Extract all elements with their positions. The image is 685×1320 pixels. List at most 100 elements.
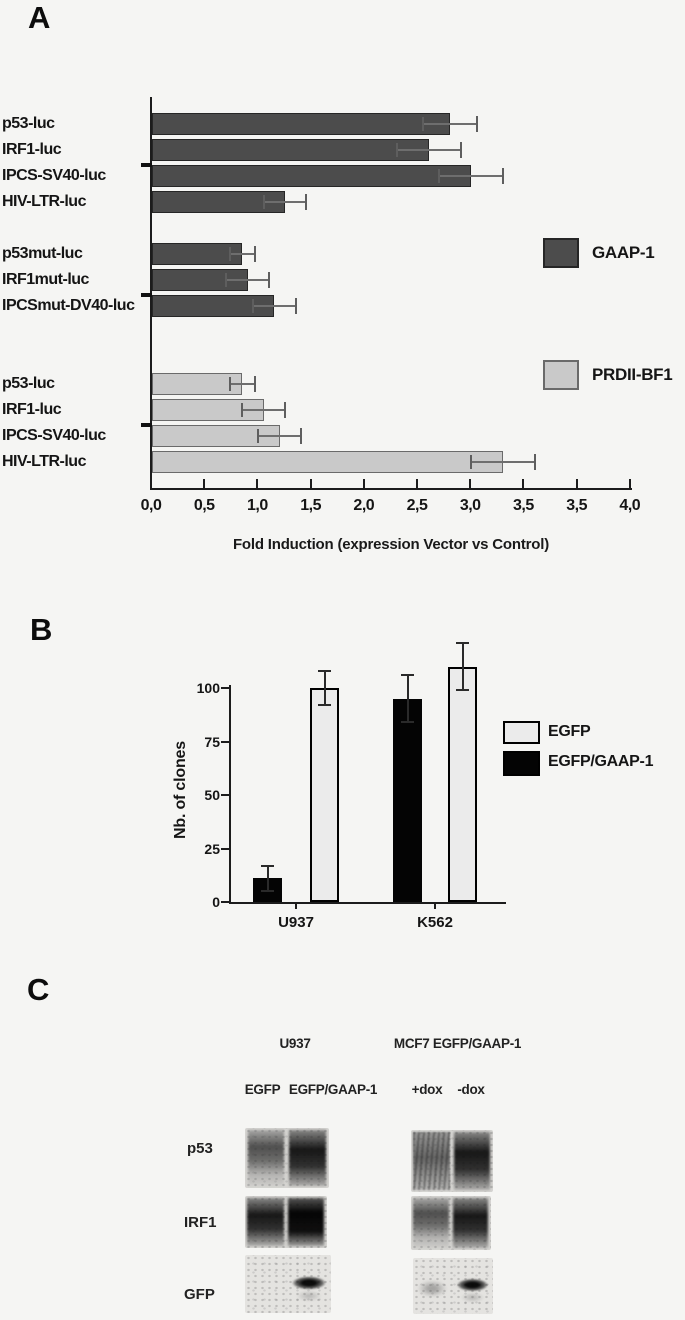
a-error-bar xyxy=(439,175,504,177)
a-error-cap xyxy=(284,402,286,418)
a-x-tick-label: 4,0 xyxy=(619,497,641,514)
blot-group-title-u937: U937 xyxy=(279,1036,311,1051)
a-bar-label: IPCSmut-DV40-luc xyxy=(2,297,135,314)
a-x-tick xyxy=(150,479,152,488)
blot-lane-IRF1-egfp-gaap-1 xyxy=(287,1197,324,1247)
a-x-tick xyxy=(628,479,631,488)
a-error-cap xyxy=(228,247,231,261)
a-legend-swatch-PRDII-BF1 xyxy=(543,360,579,390)
a-axis-artifact-tick xyxy=(141,423,152,427)
a-x-axis xyxy=(150,488,632,490)
b-bar-K562-EGFP/GAAP-1 xyxy=(393,698,422,902)
blot-p53-u937 xyxy=(245,1128,329,1188)
blot-p53-mcf7 xyxy=(411,1130,493,1192)
a-error-cap xyxy=(305,194,308,210)
a-bar xyxy=(152,139,429,161)
a-x-tick-label: 0,0 xyxy=(140,497,162,514)
blot-lane-header-egfp-gaap1: EGFP/GAAP-1 xyxy=(288,1082,378,1097)
a-error-cap xyxy=(534,454,537,470)
a-error-cap xyxy=(268,272,271,288)
a-x-tick-label: 3,5 xyxy=(513,497,534,514)
b-x-axis xyxy=(229,902,506,904)
b-y-axis xyxy=(229,685,231,904)
a-x-tick-label: 1,0 xyxy=(247,497,268,514)
a-bar xyxy=(152,451,504,473)
b-error-cap xyxy=(455,642,469,645)
a-x-tick xyxy=(203,479,206,488)
b-legend-swatch-EGFP/GAAP-1 xyxy=(503,751,540,776)
a-error-bar xyxy=(471,461,536,463)
a-error-bar xyxy=(226,279,270,281)
b-error-cap xyxy=(260,890,274,893)
a-bar-label: IPCS-SV40-luc xyxy=(2,167,106,184)
blot-IRF1-u937 xyxy=(245,1196,327,1248)
panel-a-x-axis-title: Fold Induction (expression Vector vs Con… xyxy=(232,536,550,553)
b-legend-label: EGFP xyxy=(548,723,591,740)
a-error-bar xyxy=(242,409,285,411)
a-error-bar xyxy=(229,253,256,255)
a-error-cap xyxy=(299,428,302,444)
b-error-cap xyxy=(260,864,274,867)
a-error-cap xyxy=(257,429,260,443)
b-error-cap xyxy=(317,704,331,707)
b-error-cap xyxy=(455,689,469,692)
b-legend-swatch-EGFP xyxy=(503,721,540,744)
a-error-bar xyxy=(396,149,461,151)
a-bar-label: p53mut-luc xyxy=(2,245,83,262)
a-error-cap xyxy=(294,298,297,314)
a-error-cap xyxy=(502,168,505,184)
blot-row-label-p53: p53 xyxy=(187,1140,213,1157)
a-error-cap xyxy=(254,376,257,392)
b-error-bar xyxy=(323,670,326,706)
b-error-cap xyxy=(400,721,414,724)
a-bar xyxy=(152,113,450,135)
panel-a-label: A xyxy=(28,0,51,35)
b-y-tick-label: 100 xyxy=(196,680,220,696)
a-bar-label: HIV-LTR-luc xyxy=(2,453,86,470)
blot-IRF1-mcf7 xyxy=(411,1196,491,1250)
a-bar-label: IRF1mut-luc xyxy=(2,271,89,288)
b-error-bar xyxy=(406,675,409,723)
blot-GFP-mcf7 xyxy=(413,1258,493,1314)
a-error-bar xyxy=(263,201,307,203)
a-bar-label: IRF1-luc xyxy=(2,401,62,418)
a-error-cap xyxy=(422,117,425,131)
blot-lane-p53--dox xyxy=(413,1131,450,1191)
a-x-tick-label: 2,5 xyxy=(406,497,428,514)
blot-GFP-u937 xyxy=(245,1255,331,1313)
a-legend-swatch-GAAP-1 xyxy=(543,238,579,268)
b-y-tick-label: 75 xyxy=(204,733,220,750)
a-x-tick-label: 1,5 xyxy=(300,497,321,514)
b-error-cap xyxy=(400,674,414,677)
a-legend-label: PRDII-BF1 xyxy=(592,365,673,384)
b-y-tick xyxy=(221,901,229,903)
blot-lane-GFP--dox xyxy=(454,1259,490,1313)
a-error-bar xyxy=(229,383,256,385)
b-y-tick xyxy=(221,847,229,850)
blot-lane-header-egfp: EGFP xyxy=(244,1082,281,1097)
a-bar xyxy=(152,165,472,187)
blot-lane-GFP-egfp xyxy=(248,1257,286,1312)
b-y-tick xyxy=(221,794,229,796)
a-error-bar xyxy=(258,435,301,437)
blot-row-label-GFP: GFP xyxy=(184,1286,215,1303)
a-bar-label: HIV-LTR-luc xyxy=(2,193,86,210)
b-bar-K562-EGFP xyxy=(448,666,477,902)
b-y-tick xyxy=(221,740,229,743)
a-error-cap xyxy=(470,455,473,469)
a-x-tick xyxy=(575,479,578,488)
a-x-tick xyxy=(469,479,472,488)
b-y-tick-label: 25 xyxy=(204,840,220,857)
a-x-tick-label: 3,5 xyxy=(566,497,587,514)
a-error-cap xyxy=(252,299,255,313)
a-error-cap xyxy=(241,403,244,417)
panel-b-y-axis-title: Nb. of clones xyxy=(172,741,189,839)
b-bar-U937-EGFP xyxy=(310,688,339,902)
blot-lane-GFP-egfp-gaap-1 xyxy=(289,1256,328,1312)
a-x-tick xyxy=(309,479,312,488)
b-error-cap xyxy=(317,669,331,672)
a-error-cap xyxy=(475,116,478,132)
blot-lane-header-plus-dox: +dox xyxy=(411,1082,443,1097)
blot-lane-header-minus-dox: -dox xyxy=(457,1082,485,1097)
blot-group-title-mcf7: MCF7 EGFP/GAAP-1 xyxy=(393,1036,522,1051)
